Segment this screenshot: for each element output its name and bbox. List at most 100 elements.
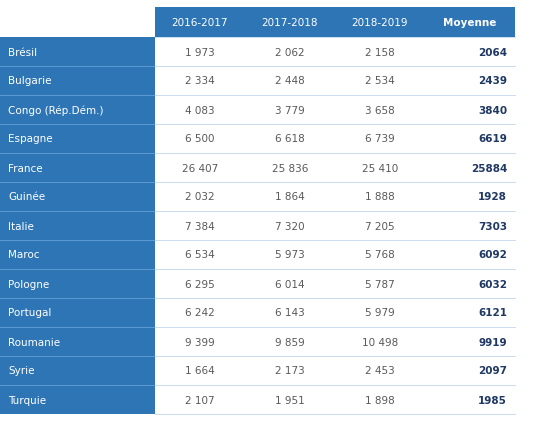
- Text: 5 787: 5 787: [365, 279, 395, 289]
- Bar: [425, 327, 515, 356]
- Text: 2 534: 2 534: [365, 76, 395, 86]
- Text: 2 107: 2 107: [185, 394, 215, 405]
- Text: Roumanie: Roumanie: [8, 337, 60, 347]
- Bar: [155, 327, 245, 356]
- Text: Maroc: Maroc: [8, 250, 40, 260]
- Bar: [245, 269, 335, 298]
- Bar: [425, 385, 515, 414]
- Text: 1 888: 1 888: [365, 192, 395, 202]
- Bar: [245, 67, 335, 96]
- Bar: [245, 125, 335, 154]
- Bar: [155, 385, 245, 414]
- Bar: [245, 183, 335, 211]
- Bar: [335, 67, 425, 96]
- Text: 6 295: 6 295: [185, 279, 215, 289]
- Bar: [335, 8, 425, 38]
- Text: Guinée: Guinée: [8, 192, 45, 202]
- Text: Italie: Italie: [8, 221, 34, 231]
- Bar: [335, 96, 425, 125]
- Text: 2 173: 2 173: [275, 366, 305, 376]
- Bar: [335, 385, 425, 414]
- Text: 2 158: 2 158: [365, 47, 395, 58]
- Bar: [425, 240, 515, 269]
- Text: 6032: 6032: [478, 279, 507, 289]
- Bar: [335, 327, 425, 356]
- Bar: [245, 211, 335, 240]
- Text: 1 973: 1 973: [185, 47, 215, 58]
- Text: 7303: 7303: [478, 221, 507, 231]
- Text: 6 739: 6 739: [365, 134, 395, 144]
- Bar: [335, 356, 425, 385]
- Text: 1928: 1928: [478, 192, 507, 202]
- Text: 2 453: 2 453: [365, 366, 395, 376]
- Text: 2064: 2064: [478, 47, 507, 58]
- Text: 2018-2019: 2018-2019: [352, 18, 408, 28]
- Bar: [425, 269, 515, 298]
- Bar: [0, 269, 155, 298]
- Text: 9 399: 9 399: [185, 337, 215, 347]
- Text: 2097: 2097: [478, 366, 507, 376]
- Bar: [335, 298, 425, 327]
- Text: 2 062: 2 062: [275, 47, 305, 58]
- Bar: [0, 240, 155, 269]
- Text: 3 779: 3 779: [275, 105, 305, 115]
- Bar: [425, 298, 515, 327]
- Bar: [155, 67, 245, 96]
- Bar: [0, 298, 155, 327]
- Text: 6 618: 6 618: [275, 134, 305, 144]
- Text: 6 534: 6 534: [185, 250, 215, 260]
- Bar: [425, 67, 515, 96]
- Text: Pologne: Pologne: [8, 279, 50, 289]
- Bar: [155, 269, 245, 298]
- Bar: [0, 385, 155, 414]
- Text: 1985: 1985: [478, 394, 507, 405]
- Bar: [155, 154, 245, 183]
- Bar: [245, 38, 335, 67]
- Text: 6 242: 6 242: [185, 308, 215, 318]
- Text: Moyenne: Moyenne: [443, 18, 497, 28]
- Text: 2 032: 2 032: [185, 192, 215, 202]
- Bar: [245, 356, 335, 385]
- Text: 9 859: 9 859: [275, 337, 305, 347]
- Bar: [335, 269, 425, 298]
- Bar: [155, 240, 245, 269]
- Text: France: France: [8, 163, 43, 173]
- Bar: [0, 327, 155, 356]
- Text: 6 143: 6 143: [275, 308, 305, 318]
- Bar: [425, 8, 515, 38]
- Bar: [425, 356, 515, 385]
- Text: 9919: 9919: [478, 337, 507, 347]
- Text: 7 205: 7 205: [365, 221, 395, 231]
- Text: 1 898: 1 898: [365, 394, 395, 405]
- Text: 2 334: 2 334: [185, 76, 215, 86]
- Bar: [0, 38, 155, 67]
- Text: Turquie: Turquie: [8, 394, 46, 405]
- Text: 5 768: 5 768: [365, 250, 395, 260]
- Text: Espagne: Espagne: [8, 134, 53, 144]
- Bar: [155, 211, 245, 240]
- Bar: [0, 183, 155, 211]
- Bar: [425, 183, 515, 211]
- Bar: [0, 125, 155, 154]
- Bar: [245, 240, 335, 269]
- Bar: [0, 96, 155, 125]
- Text: 6 500: 6 500: [185, 134, 215, 144]
- Text: 10 498: 10 498: [362, 337, 398, 347]
- Bar: [245, 327, 335, 356]
- Text: Brésil: Brésil: [8, 47, 37, 58]
- Bar: [425, 154, 515, 183]
- Bar: [155, 298, 245, 327]
- Bar: [245, 298, 335, 327]
- Text: 25 410: 25 410: [362, 163, 398, 173]
- Bar: [335, 240, 425, 269]
- Bar: [0, 8, 155, 38]
- Bar: [425, 125, 515, 154]
- Bar: [425, 96, 515, 125]
- Text: 3840: 3840: [478, 105, 507, 115]
- Bar: [155, 96, 245, 125]
- Bar: [0, 211, 155, 240]
- Bar: [155, 356, 245, 385]
- Text: Syrie: Syrie: [8, 366, 35, 376]
- Text: 25 836: 25 836: [272, 163, 308, 173]
- Text: 5 979: 5 979: [365, 308, 395, 318]
